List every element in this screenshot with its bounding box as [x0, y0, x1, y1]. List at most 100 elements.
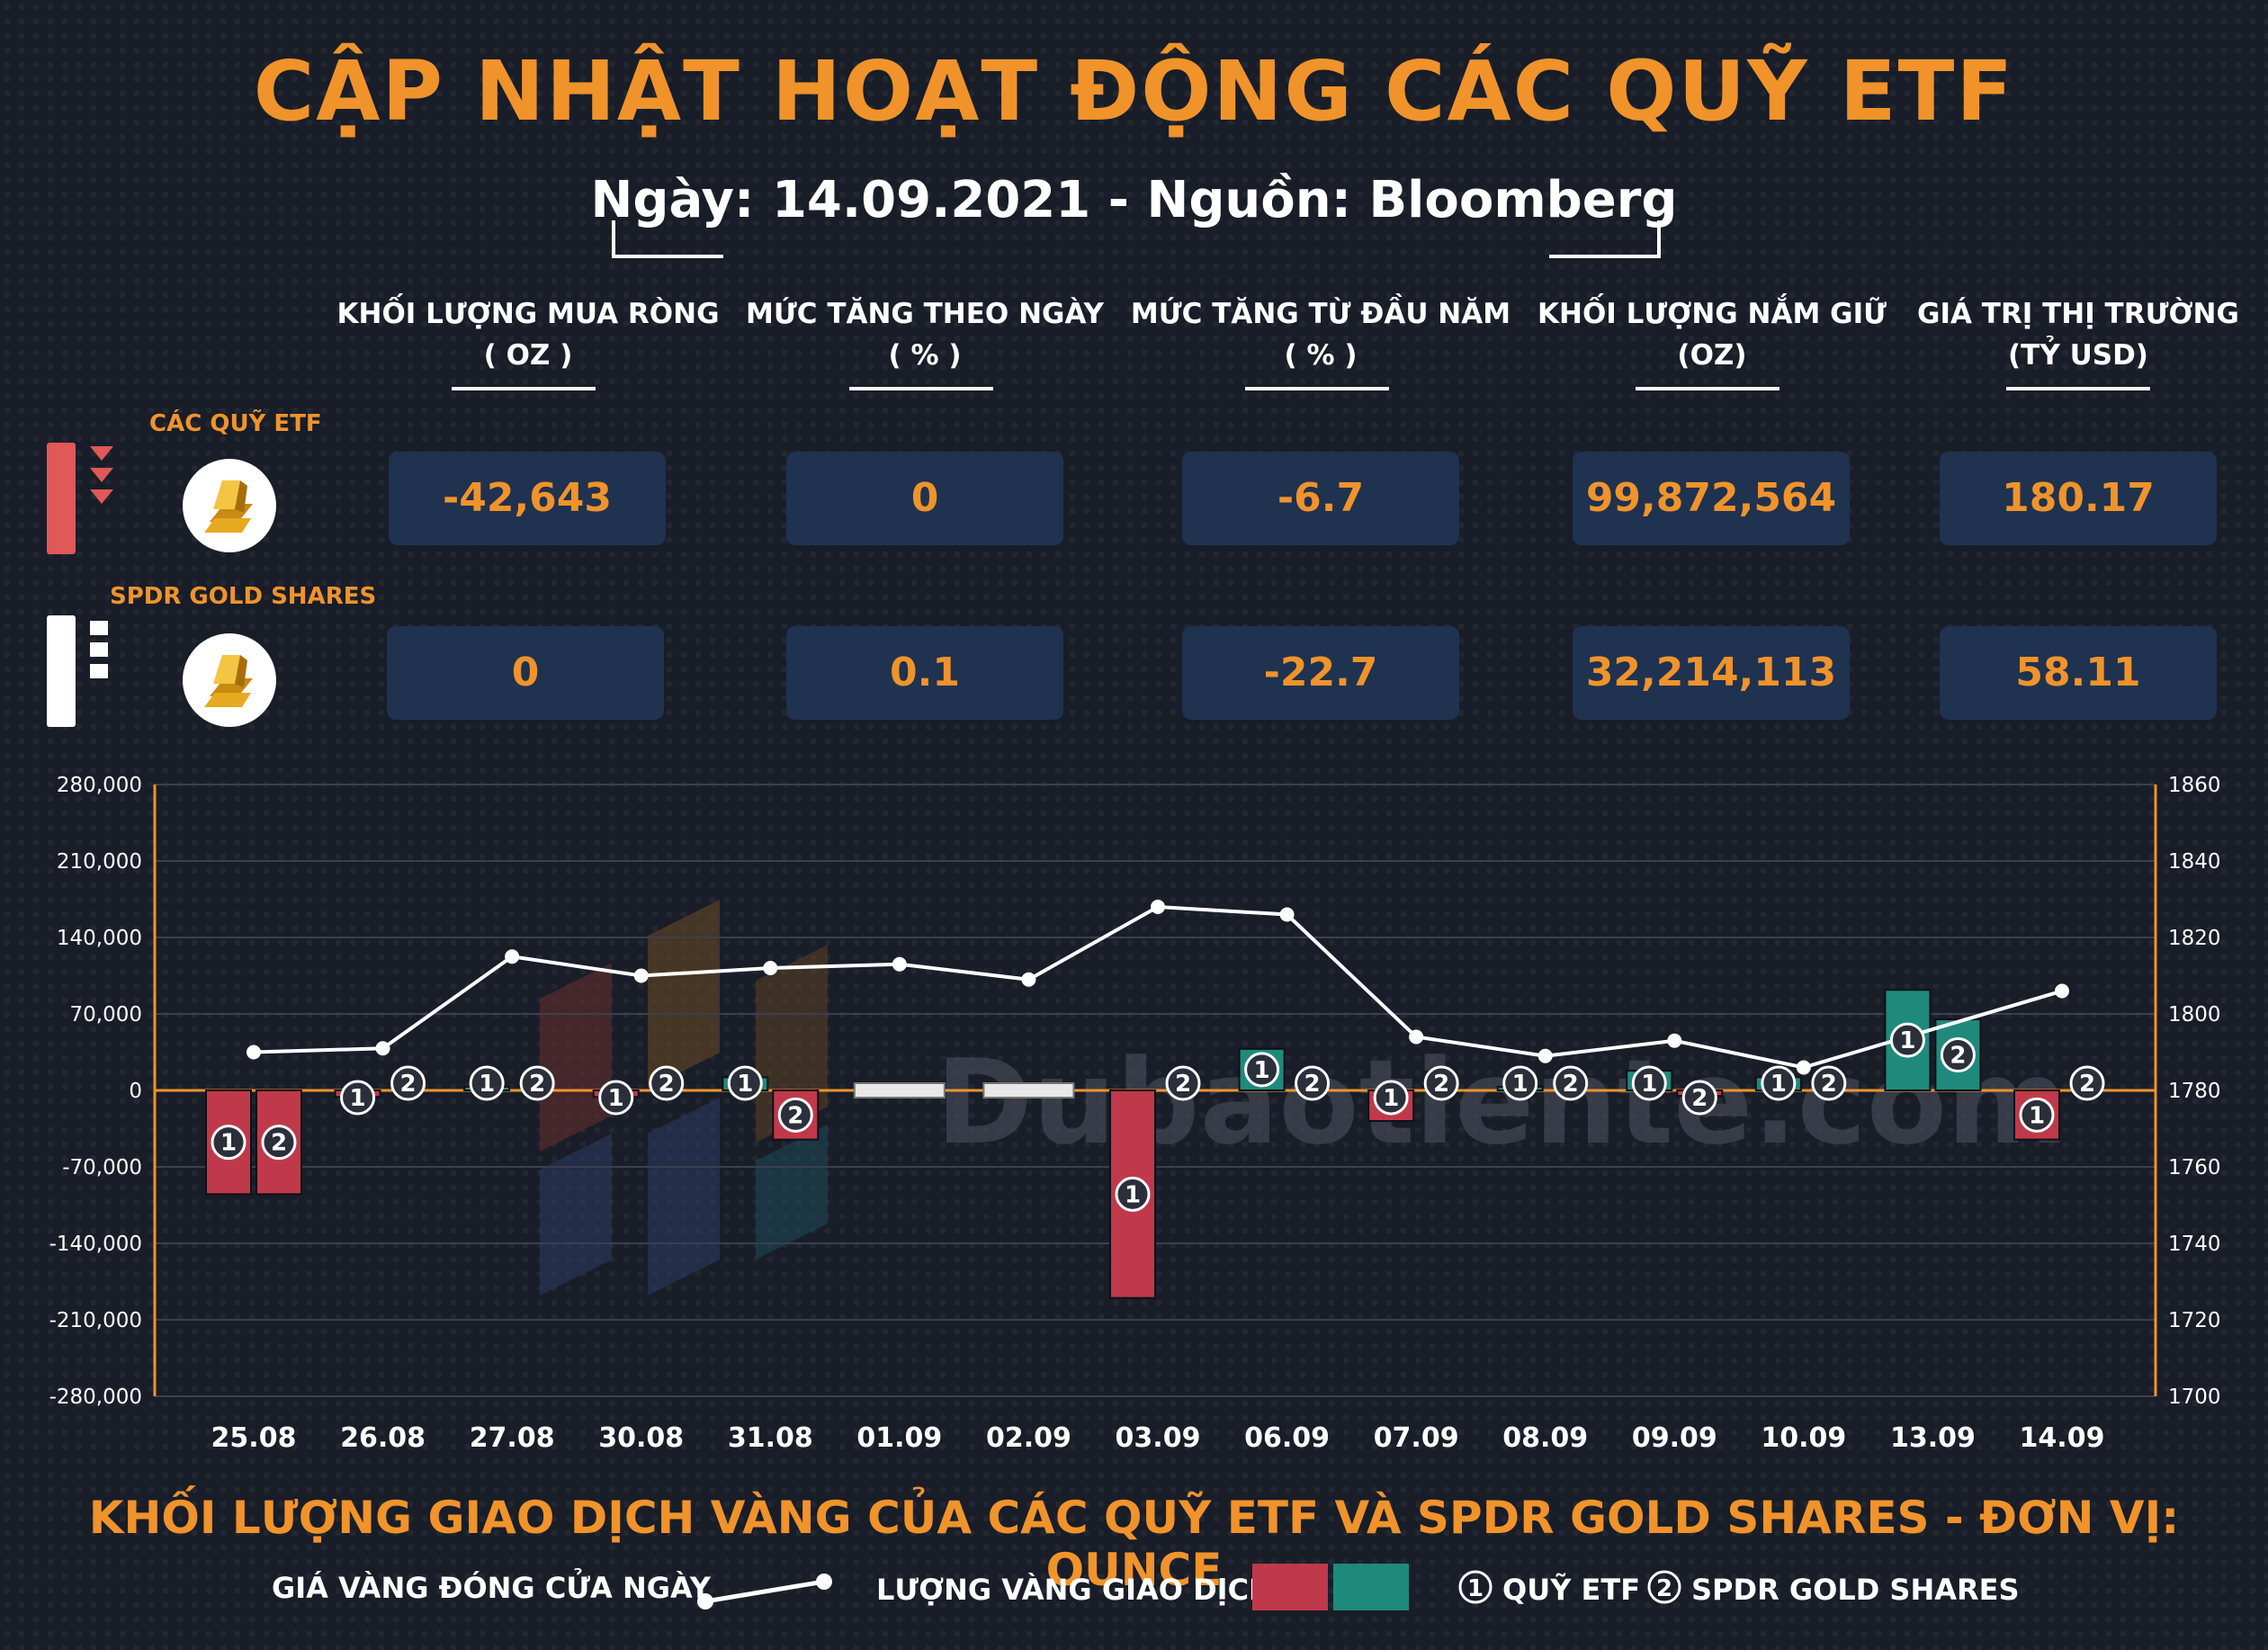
series-marker-icon	[211, 1125, 247, 1161]
series-marker-label: 2	[271, 1130, 287, 1157]
empty-bar	[982, 1082, 1075, 1099]
x-tick-label: 08.09	[1502, 1422, 1588, 1454]
series-marker-icon	[261, 1125, 297, 1161]
x-tick-label: 02.09	[986, 1422, 1071, 1454]
x-tick-label: 06.09	[1244, 1422, 1330, 1454]
price-point	[247, 1045, 261, 1060]
legend-etf-marker-icon: 1	[1458, 1570, 1493, 1604]
col-underline	[2006, 387, 2150, 390]
series-marker-icon	[777, 1097, 813, 1133]
price-point	[1796, 1060, 1811, 1075]
col-header-net-volume: KHỐI LƯỢNG MUA RÒNG( OZ )	[336, 298, 720, 372]
series-marker-label: 2	[1950, 1043, 1966, 1070]
empty-bar	[853, 1082, 946, 1099]
price-point	[1537, 1048, 1553, 1063]
etf-holdings-value: 99,872,564	[1573, 452, 1850, 545]
spdr-daily-change-value: 0.1	[786, 626, 1063, 720]
col-underline	[849, 387, 993, 390]
chart-title: KHỐI LƯỢNG GIAO DỊCH VÀNG CỦA CÁC QUỸ ET…	[88, 1492, 2180, 1596]
series-marker-label: 2	[1433, 1071, 1449, 1098]
svg-text:2: 2	[1656, 1575, 1672, 1602]
series-marker-label: 2	[1304, 1071, 1321, 1098]
spdr-indicator-bar	[47, 615, 76, 727]
series-marker-label: 1	[1254, 1057, 1270, 1084]
series-marker-icon	[1423, 1065, 1459, 1101]
series-marker-icon	[598, 1080, 634, 1116]
price-point	[505, 949, 520, 964]
y-left-tick-label: -280,000	[49, 1385, 142, 1409]
series-marker-icon	[2069, 1065, 2105, 1101]
x-tick-label: 25.08	[211, 1422, 297, 1454]
series-marker-icon	[1681, 1080, 1717, 1116]
col-header-market-value: GIÁ TRỊ THỊ TRƯỜNG (TỶ USD)	[1917, 298, 2239, 372]
series-marker-label: 1	[1641, 1071, 1657, 1098]
y-right-tick-label: 1740	[2168, 1233, 2221, 1256]
legend-positive-swatch	[1333, 1564, 1409, 1610]
etf-indicator-bar	[47, 443, 76, 554]
series-marker-icon	[1295, 1065, 1331, 1101]
price-point	[1151, 900, 1165, 914]
spdr-net-volume-value: 0	[387, 626, 664, 720]
x-tick-label: 27.08	[470, 1422, 555, 1454]
series-marker-icon	[340, 1080, 376, 1116]
series-marker-icon	[727, 1065, 763, 1101]
series-marker-icon	[1631, 1065, 1667, 1101]
spdr-market-value: 58.11	[1940, 626, 2217, 720]
col-header-holdings: KHỐI LƯỢNG NẮM GIỮ (OZ)	[1537, 298, 1887, 372]
series-marker-label: 2	[529, 1071, 545, 1098]
price-point	[633, 968, 649, 983]
x-tick-label: 26.08	[340, 1422, 426, 1454]
legend-price-label: GIÁ VÀNG ĐÓNG CỬA NGÀY	[272, 1571, 711, 1605]
y-left-tick-label: 140,000	[57, 927, 142, 950]
page-title: CẬP NHẬT HOẠT ĐỘNG CÁC QUỸ ETF	[253, 43, 2015, 139]
series-marker-label: 2	[1563, 1071, 1579, 1098]
y-left-tick-label: 70,000	[70, 1003, 142, 1027]
x-tick-label: 10.09	[1761, 1422, 1846, 1454]
series-marker-icon	[1244, 1052, 1280, 1088]
price-point	[763, 961, 778, 975]
legend-negative-swatch	[1252, 1564, 1328, 1610]
col-underline	[1245, 387, 1389, 390]
y-right-tick-label: 1840	[2168, 850, 2221, 874]
series-marker-label: 1	[737, 1071, 753, 1098]
col-underline	[452, 387, 596, 390]
price-point	[892, 956, 907, 972]
series-marker-label: 1	[1770, 1071, 1787, 1098]
series-marker-icon	[1940, 1037, 1976, 1073]
series-marker-label: 2	[1821, 1071, 1837, 1098]
y-left-tick-label: 210,000	[57, 850, 142, 874]
series-marker-icon	[1502, 1065, 1538, 1101]
price-point	[2055, 983, 2069, 999]
x-tick-label: 03.09	[1116, 1422, 1201, 1454]
series-marker-icon	[390, 1065, 426, 1101]
series-marker-icon	[1889, 1022, 1925, 1058]
series-marker-icon	[1811, 1065, 1847, 1101]
series-marker-icon	[1761, 1065, 1797, 1101]
legend-spdr-label: SPDR GOLD SHARES	[1691, 1573, 2020, 1607]
series-marker-icon	[649, 1065, 685, 1101]
row-label-etf: CÁC QUỸ ETF	[149, 410, 322, 437]
series-marker-label: 2	[1691, 1085, 1708, 1112]
series-marker-label: 2	[400, 1071, 417, 1098]
col-header-ytd-change: MỨC TĂNG TỪ ĐẦU NĂM( % )	[1130, 298, 1511, 372]
down-triangles-icon	[90, 446, 113, 504]
y-left-tick-label: -140,000	[49, 1233, 142, 1256]
x-tick-label: 31.08	[728, 1422, 813, 1454]
price-point	[1021, 972, 1036, 987]
spdr-holdings-value: 32,214,113	[1573, 626, 1850, 720]
legend-volume-label: LƯỢNG VÀNG GIAO DỊCH	[876, 1573, 1273, 1607]
series-marker-icon	[1165, 1065, 1201, 1101]
series-marker-label: 1	[1383, 1085, 1399, 1112]
x-tick-label: 01.09	[856, 1422, 942, 1454]
legend-line-icon	[697, 1574, 832, 1610]
series-marker-label: 1	[2029, 1102, 2045, 1129]
series-marker-label: 1	[1899, 1027, 1915, 1054]
x-tick-label: 09.09	[1632, 1422, 1717, 1454]
x-tick-label: 07.09	[1374, 1422, 1459, 1454]
series-marker-label: 2	[787, 1102, 803, 1129]
svg-text:1: 1	[1467, 1575, 1484, 1602]
spdr-ytd-change-value: -22.7	[1182, 626, 1459, 720]
y-right-tick-label: 1860	[2168, 774, 2221, 797]
price-point	[1667, 1033, 1682, 1048]
